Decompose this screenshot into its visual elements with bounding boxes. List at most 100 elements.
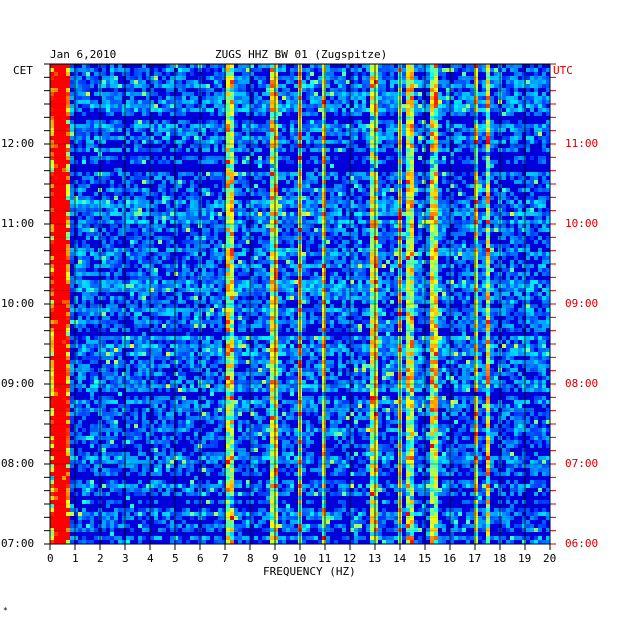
heatmap-cell (310, 140, 314, 144)
heatmap-cell (202, 188, 206, 192)
heatmap-cell (458, 132, 462, 136)
heatmap-cell (262, 196, 266, 200)
heatmap-cell (82, 180, 86, 184)
heatmap-cell (490, 268, 494, 272)
heatmap-cell (218, 280, 222, 284)
heatmap-cell (150, 140, 154, 144)
heatmap-cell (526, 76, 530, 80)
heatmap-cell (494, 280, 498, 284)
heatmap-cell (230, 232, 234, 236)
heatmap-cell (166, 172, 170, 176)
heatmap-cell (62, 208, 66, 212)
heatmap-cell (246, 80, 250, 84)
heatmap-cell (234, 228, 238, 232)
heatmap-cell (486, 288, 490, 292)
heatmap-cell (254, 208, 258, 212)
heatmap-cell (50, 156, 54, 160)
heatmap-cell (506, 284, 510, 288)
heatmap-cell (470, 248, 474, 252)
heatmap-cell (354, 256, 358, 260)
heatmap-cell (106, 252, 110, 256)
heatmap-cell (150, 256, 154, 260)
heatmap-cell (274, 168, 278, 172)
heatmap-cell (442, 236, 446, 240)
heatmap-cell (126, 264, 130, 268)
heatmap-cell (518, 272, 522, 276)
heatmap-cell (166, 248, 170, 252)
heatmap-cell (174, 256, 178, 260)
heatmap-cell (438, 240, 442, 244)
heatmap-cell (530, 228, 534, 232)
heatmap-cell (238, 84, 242, 88)
heatmap-cell (142, 240, 146, 244)
heatmap-cell (546, 108, 550, 112)
heatmap-cell (254, 220, 258, 224)
heatmap-cell (286, 80, 290, 84)
heatmap-cell (402, 160, 406, 164)
heatmap-cell (434, 252, 438, 256)
heatmap-cell (282, 288, 286, 292)
heatmap-cell (242, 184, 246, 188)
heatmap-cell (386, 64, 390, 68)
heatmap-cell (542, 80, 546, 84)
heatmap-cell (234, 112, 238, 116)
heatmap-cell (82, 212, 86, 216)
heatmap-cell (270, 88, 274, 92)
heatmap-cell (90, 288, 94, 292)
heatmap-cell (394, 104, 398, 108)
heatmap-cell (302, 200, 306, 204)
heatmap-cell (86, 72, 90, 76)
heatmap-cell (202, 192, 206, 196)
heatmap-cell (238, 136, 242, 140)
heatmap-cell (418, 268, 422, 272)
heatmap-cell (318, 100, 322, 104)
heatmap-cell (270, 116, 274, 120)
heatmap-cell (118, 284, 122, 288)
heatmap-cell (462, 212, 466, 216)
heatmap-cell (58, 216, 62, 220)
heatmap-cell (478, 252, 482, 256)
heatmap-cell (326, 156, 330, 160)
heatmap-cell (370, 280, 374, 284)
heatmap-cell (150, 172, 154, 176)
heatmap-cell (126, 252, 130, 256)
heatmap-cell (542, 100, 546, 104)
heatmap-cell (442, 108, 446, 112)
heatmap-cell (226, 256, 230, 260)
heatmap-cell (146, 112, 150, 116)
heatmap-cell (514, 148, 518, 152)
heatmap-cell (142, 288, 146, 292)
heatmap-cell (74, 252, 78, 256)
heatmap-cell (538, 248, 542, 252)
heatmap-cell (406, 164, 410, 168)
heatmap-cell (394, 80, 398, 84)
heatmap-cell (58, 72, 62, 76)
heatmap-cell (166, 280, 170, 284)
heatmap-cell (306, 252, 310, 256)
heatmap-cell (378, 176, 382, 180)
heatmap-cell (82, 124, 86, 128)
heatmap-cell (162, 200, 166, 204)
heatmap-cell (150, 108, 154, 112)
heatmap-cell (446, 68, 450, 72)
heatmap-cell (102, 128, 106, 132)
heatmap-cell (222, 248, 226, 252)
heatmap-cell (350, 208, 354, 212)
heatmap-cell (366, 80, 370, 84)
heatmap-cell (310, 100, 314, 104)
heatmap-cell (462, 224, 466, 228)
heatmap-cell (186, 244, 190, 248)
heatmap-cell (302, 264, 306, 268)
heatmap-cell (258, 100, 262, 104)
heatmap-cell (490, 252, 494, 256)
heatmap-cell (182, 220, 186, 224)
heatmap-cell (406, 236, 410, 240)
heatmap-cell (62, 216, 66, 220)
heatmap-cell (394, 208, 398, 212)
heatmap-cell (282, 224, 286, 228)
heatmap-cell (202, 100, 206, 104)
heatmap-cell (530, 108, 534, 112)
heatmap-cell (426, 252, 430, 256)
heatmap-cell (294, 212, 298, 216)
heatmap-cell (242, 120, 246, 124)
